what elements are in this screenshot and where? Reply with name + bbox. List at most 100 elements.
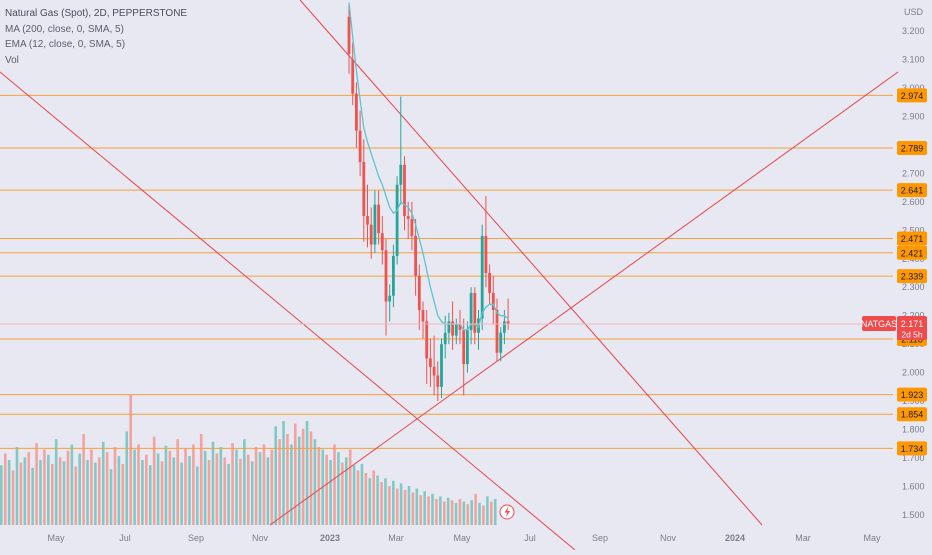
x-tick-label: 2023 <box>320 533 340 543</box>
volume-bar <box>258 452 262 525</box>
volume-bar <box>3 453 7 525</box>
x-tick-label: Jul <box>119 533 131 543</box>
volume-bar <box>415 488 419 525</box>
candle-body <box>399 164 403 185</box>
volume-bar <box>435 499 438 525</box>
candle-body <box>403 164 406 217</box>
volume-bar <box>446 497 450 525</box>
x-tick-label: Nov <box>660 533 677 543</box>
volume-bar <box>337 452 340 525</box>
x-tick-label: Sep <box>188 533 204 543</box>
symbol-tag-bg <box>862 315 896 331</box>
volume-bar <box>313 439 317 525</box>
volume-bar <box>384 478 387 525</box>
candle-body <box>410 218 414 236</box>
y-tick-label: 3.000 <box>902 83 925 93</box>
currency-label: USD <box>904 7 924 17</box>
candle-body <box>421 310 425 322</box>
level-label: 2.339 <box>901 272 924 282</box>
volume-bar <box>113 447 117 525</box>
level-label: 1.854 <box>901 410 924 420</box>
volume-bar <box>474 493 477 525</box>
candle-body <box>388 295 392 302</box>
y-tick-label: 3.200 <box>902 26 925 36</box>
trend-lines <box>0 0 899 551</box>
volume-pane <box>0 395 497 525</box>
volume-bar <box>243 439 246 525</box>
volume-bar <box>43 449 46 525</box>
volume-bar <box>74 466 78 525</box>
horizontal-levels <box>0 94 893 449</box>
volume-bar <box>388 486 391 525</box>
volume-bar <box>121 463 125 525</box>
volume-bar <box>286 434 289 525</box>
volume-bar <box>35 443 38 525</box>
candle-body <box>466 329 469 365</box>
candle-body <box>484 235 488 273</box>
volume-bar <box>439 496 442 525</box>
volume-bar <box>348 449 352 525</box>
volume-bar <box>164 445 168 525</box>
level-label-bg <box>897 183 927 198</box>
volume-bar <box>431 493 434 525</box>
candle-body <box>440 344 443 387</box>
y-tick-label: 2.600 <box>902 197 925 207</box>
volume-bar <box>254 447 258 525</box>
candle-body <box>454 324 458 336</box>
volume-bar <box>458 499 462 525</box>
level-label-bg <box>897 387 927 402</box>
volume-bar <box>188 456 191 525</box>
candle-body <box>491 292 495 311</box>
candle-body <box>458 324 462 330</box>
candle-body <box>417 275 421 311</box>
candle-body <box>447 321 451 333</box>
volume-bar <box>493 499 497 525</box>
y-tick-label: 1.800 <box>902 425 925 435</box>
volume-bar <box>305 421 309 525</box>
volume-bar <box>207 460 211 525</box>
x-tick-label: May <box>47 533 65 543</box>
volume-bar <box>176 439 179 525</box>
chart-legend[interactable]: Natural Gas (Spot), 2D, PEPPERSTONE MA (… <box>5 6 187 68</box>
volume-bar <box>180 462 183 525</box>
ema-line <box>348 2 509 331</box>
volume-bar <box>380 482 383 525</box>
volume-bar <box>470 500 473 525</box>
volume-bar <box>250 461 254 525</box>
y-tick-label: 1.500 <box>902 510 925 520</box>
candle-body <box>358 130 362 162</box>
volume-bar <box>54 439 58 525</box>
candle-body <box>429 358 432 367</box>
volume-bar <box>427 496 430 525</box>
volume-bar <box>192 444 195 525</box>
volume-bar <box>399 483 403 525</box>
legend-ema[interactable]: EMA (12, close, 0, SMA, 5) <box>5 39 126 50</box>
legend-ma[interactable]: MA (200, close, 0, SMA, 5) <box>5 23 124 35</box>
volume-bar <box>341 462 344 525</box>
candle-body <box>380 233 384 251</box>
volume-bar <box>39 460 42 525</box>
y-tick-label: 1.700 <box>902 453 925 463</box>
volume-bar <box>86 460 89 525</box>
candle-body <box>469 292 473 330</box>
level-label-bg <box>897 141 927 156</box>
time-axis[interactable]: May Jul Sep Nov 2023 Mar May Jul Sep Nov 2024 Mar Ma… <box>47 533 881 543</box>
volume-bar <box>125 431 129 525</box>
level-label: 2.471 <box>901 234 924 244</box>
candle-body <box>432 366 436 376</box>
volume-bar <box>133 449 136 525</box>
legend-title[interactable]: Natural Gas (Spot), 2D, PEPPERSTONE <box>5 8 188 19</box>
volume-bar <box>274 426 277 525</box>
level-label-bg <box>897 407 927 422</box>
volume-bar <box>105 452 109 525</box>
volume-bar <box>184 448 187 525</box>
volume-bar <box>199 434 203 525</box>
legend-vol[interactable]: Vol <box>5 54 19 66</box>
volume-bar <box>203 450 207 525</box>
volume-bar <box>395 488 399 525</box>
candle-body <box>395 184 399 256</box>
x-tick-label: May <box>453 533 471 543</box>
